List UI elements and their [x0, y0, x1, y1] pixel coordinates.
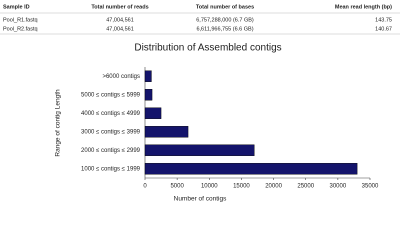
table-header: Sample ID: [3, 4, 30, 10]
bar: [144, 125, 189, 138]
x-tick-label: 25000: [297, 184, 314, 190]
x-tick-label: 30000: [330, 184, 347, 190]
y-tick-label: 2000 ≤ contigs ≤ 2999: [81, 148, 141, 154]
table-header: Mean read length (bp): [335, 4, 392, 10]
table-cell: 47,004,561: [106, 26, 134, 32]
table-header: Total number of reads: [91, 4, 148, 10]
table-cell: 140.67: [375, 26, 392, 32]
x-tick-label: 5000: [170, 184, 184, 190]
table-header: Total number of bases: [196, 4, 254, 10]
figure: Distribution of Assembled contigs Number…: [0, 4, 400, 203]
x-tick-label: 35000: [362, 184, 379, 190]
table-cell: 6,611,966,755 (6.6 GB): [196, 26, 253, 32]
y-tick-label: 5000 ≤ contigs ≤ 5999: [81, 92, 141, 98]
bar: [144, 70, 152, 82]
table-cell: 6,757,288,000 (6.7 GB): [196, 17, 254, 23]
x-tick-label: 20000: [265, 184, 282, 190]
chart-title: Distribution of Assembled contigs: [134, 43, 281, 54]
table-cell: 143.75: [375, 17, 392, 23]
bar: [144, 88, 153, 101]
table-cell: Pool_R2.fastq: [3, 26, 38, 32]
y-tick-label: 1000 ≤ contigs ≤ 1999: [81, 166, 141, 172]
page: {"table": {"header": ["Sample ID", "Tota…: [0, 4, 400, 203]
y-tick-label: 3000 ≤ contigs ≤ 3999: [81, 129, 141, 135]
y-tick-label: 4000 ≤ contigs ≤ 4999: [81, 111, 141, 117]
x-tick-label: 15000: [233, 184, 250, 190]
table-cell: Pool_R1.fastq: [3, 17, 38, 23]
x-axis-label: Number of contigs: [174, 196, 227, 203]
y-tick-label: >6000 contigs: [102, 74, 140, 80]
table-cell: 47,004,561: [106, 17, 134, 23]
y-axis-label: Range of contig Length: [55, 89, 62, 157]
x-tick-label: 10000: [201, 184, 218, 190]
bar: [144, 162, 358, 175]
x-tick-label: 0: [143, 184, 147, 190]
bar: [144, 107, 162, 119]
bar: [144, 144, 255, 156]
